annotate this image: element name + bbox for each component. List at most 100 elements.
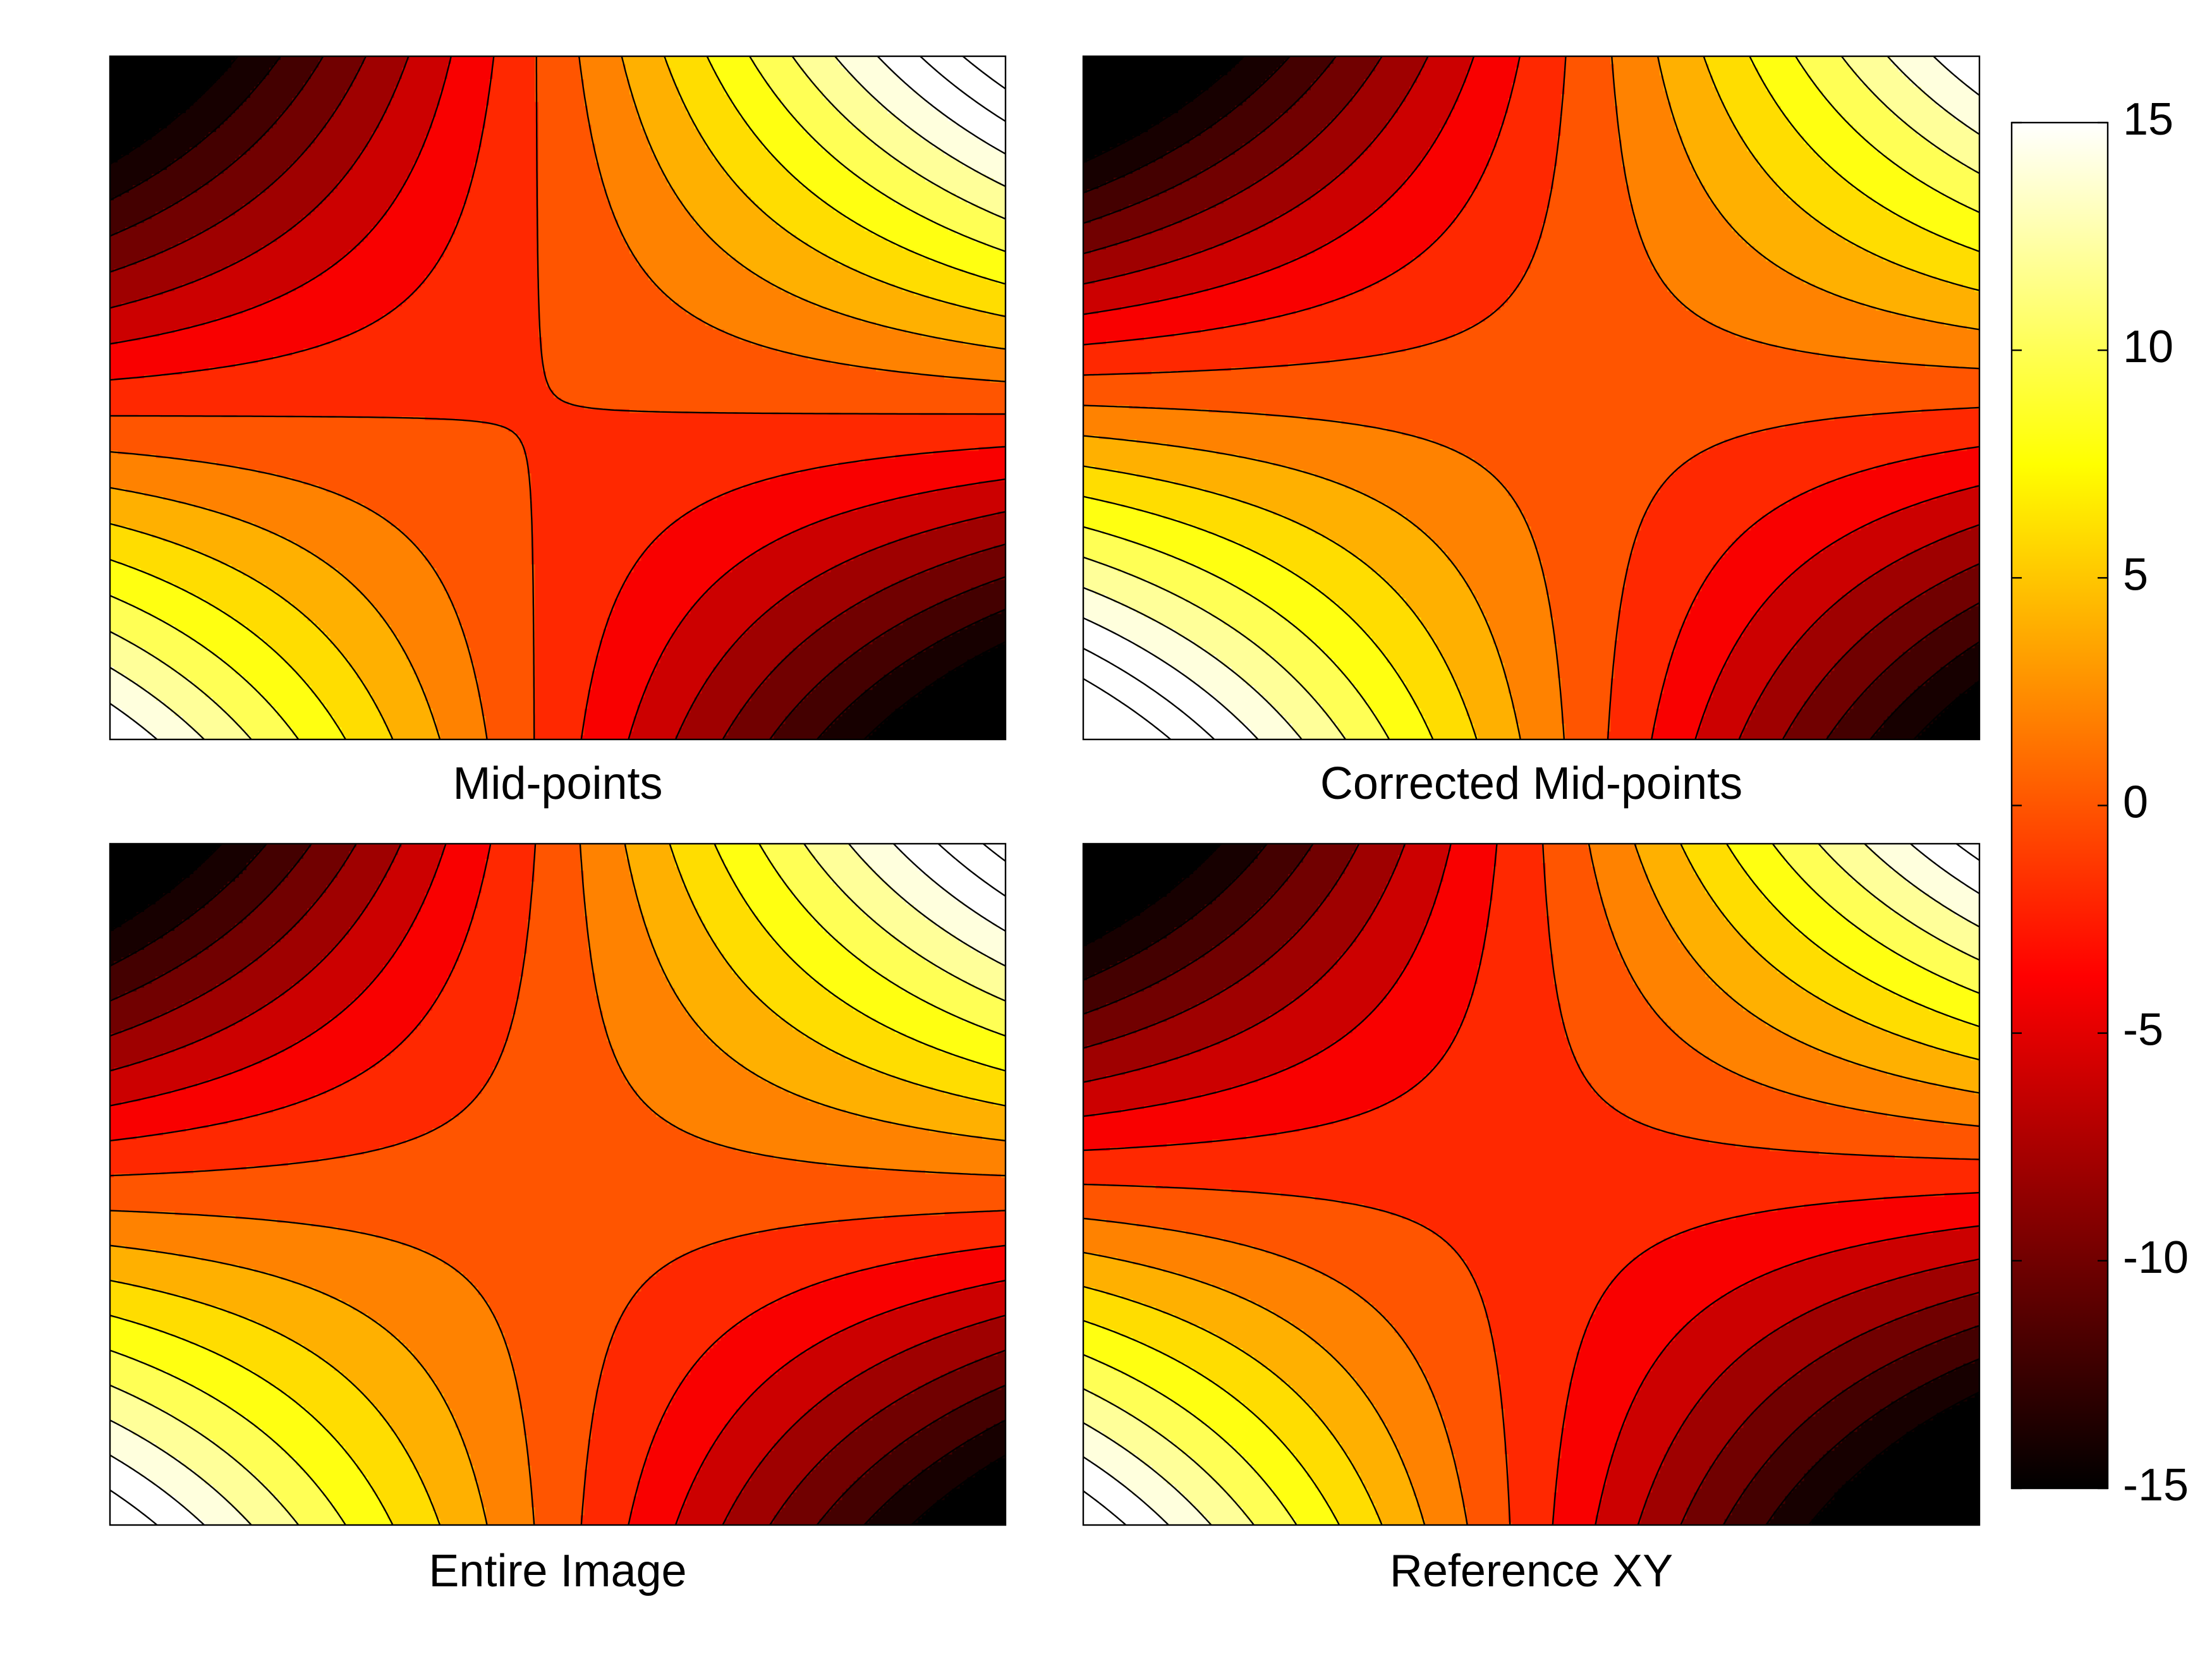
contour-band — [1083, 56, 1980, 740]
contour-band — [110, 844, 1006, 1526]
panel-title: Entire Image — [428, 1546, 686, 1596]
contour-line — [1083, 56, 1980, 740]
contour-line — [1083, 56, 1980, 740]
contour-band — [110, 844, 1006, 1526]
contour-panel — [1083, 843, 1980, 1526]
contour-line — [1083, 56, 1980, 740]
contour-band — [110, 56, 1006, 740]
contour-line — [1083, 843, 1980, 1526]
contour-line — [109, 843, 1006, 1526]
contour-line — [109, 56, 1006, 740]
panel-title: Corrected Mid-points — [1320, 758, 1742, 809]
contour-line — [1083, 843, 1980, 1526]
panel-title: Reference XY — [1390, 1546, 1673, 1596]
contour-line — [109, 56, 1006, 740]
contour-line — [1083, 678, 1172, 740]
contour-band — [1083, 56, 1980, 740]
contour-line — [1083, 56, 1980, 740]
contour-line — [109, 843, 133, 862]
contour-band — [110, 56, 1006, 740]
contour-line — [1083, 843, 1980, 1526]
contour-line — [109, 843, 1006, 1526]
colorbar-tick-label: -5 — [2123, 1005, 2163, 1055]
contour-line — [1083, 843, 1980, 1526]
contour-line — [109, 56, 1006, 739]
contour-band — [1083, 56, 1980, 740]
contour-line — [109, 843, 1006, 1526]
contour-line — [1083, 647, 1215, 740]
contour-band — [1083, 844, 1980, 1526]
contour-line — [1083, 843, 1980, 1526]
contour-band — [1083, 56, 1980, 740]
contour-line — [109, 843, 1006, 1526]
contour-line — [109, 843, 1006, 1526]
colorbar-tick-label: -10 — [2123, 1232, 2189, 1283]
contour-line — [1083, 843, 1980, 1526]
contour-line — [109, 843, 1006, 1526]
contour-band — [110, 844, 1006, 1526]
panel-frame — [1082, 842, 1981, 1526]
contour-band — [1083, 844, 1980, 1526]
contour-band — [1083, 56, 1980, 740]
contour-line — [109, 56, 1006, 740]
panel-title: Mid-points — [453, 758, 662, 809]
colorbar-tick-label: 5 — [2123, 549, 2148, 600]
contour-band — [1083, 56, 1980, 740]
contour-line — [1083, 56, 1980, 740]
contour-line — [109, 56, 1006, 740]
contour-band — [1083, 844, 1980, 1526]
contour-line — [109, 843, 1006, 1526]
contour-line — [109, 56, 1006, 740]
contour-line — [1083, 56, 1980, 740]
contour-line — [109, 56, 1006, 740]
contour-line — [1083, 56, 1980, 740]
contour-line — [109, 843, 1006, 1526]
colorbar-tick-label: 15 — [2123, 94, 2173, 145]
contour-line — [1083, 843, 1980, 1526]
contour-line — [1083, 56, 1980, 740]
contour-band — [1083, 56, 1980, 740]
contour-band — [1083, 648, 1213, 740]
contour-line — [109, 843, 1006, 1526]
contour-line — [109, 56, 1006, 740]
contour-line — [1083, 843, 1980, 1526]
contour-band — [110, 844, 1006, 1526]
colorbar-tick-label: 10 — [2123, 322, 2173, 372]
contour-line — [109, 56, 1006, 740]
panel-frame — [109, 55, 1007, 741]
contour-band — [1083, 844, 1980, 1526]
contour-line — [109, 56, 1006, 740]
colorbar-tick-label: -15 — [2123, 1460, 2189, 1510]
contour-line — [1083, 843, 1980, 1526]
contour-panel — [1083, 56, 1980, 740]
contour-line — [1083, 843, 1980, 1526]
contour-line — [1083, 843, 1980, 1526]
contour-band — [110, 844, 1006, 1526]
contour-band — [1083, 56, 1980, 740]
contour-line — [1083, 56, 1153, 103]
contour-line — [109, 843, 1006, 1526]
contour-line — [1083, 843, 1980, 1526]
contour-line — [1083, 843, 1980, 1526]
contour-band — [1083, 678, 1171, 740]
contour-band — [1083, 844, 1980, 1526]
contour-panel — [109, 843, 1006, 1526]
contour-band — [1083, 56, 1980, 740]
contour-line — [1083, 56, 1980, 740]
contour-line — [1083, 843, 1980, 1526]
contour-line — [1083, 843, 1980, 1526]
contour-band — [1083, 56, 1980, 740]
contour-band — [1083, 844, 1980, 1526]
contour-band — [110, 56, 1006, 740]
contour-line — [109, 56, 1006, 740]
contour-band — [110, 844, 1006, 1526]
contour-line — [1083, 56, 1980, 740]
contour-band — [1083, 844, 1980, 1526]
contour-line — [109, 56, 1006, 740]
contour-line — [109, 843, 1006, 1526]
contour-band — [110, 56, 1006, 740]
contour-line — [1083, 56, 1980, 740]
panel-frame — [109, 842, 1007, 1526]
contour-band — [110, 56, 1006, 740]
